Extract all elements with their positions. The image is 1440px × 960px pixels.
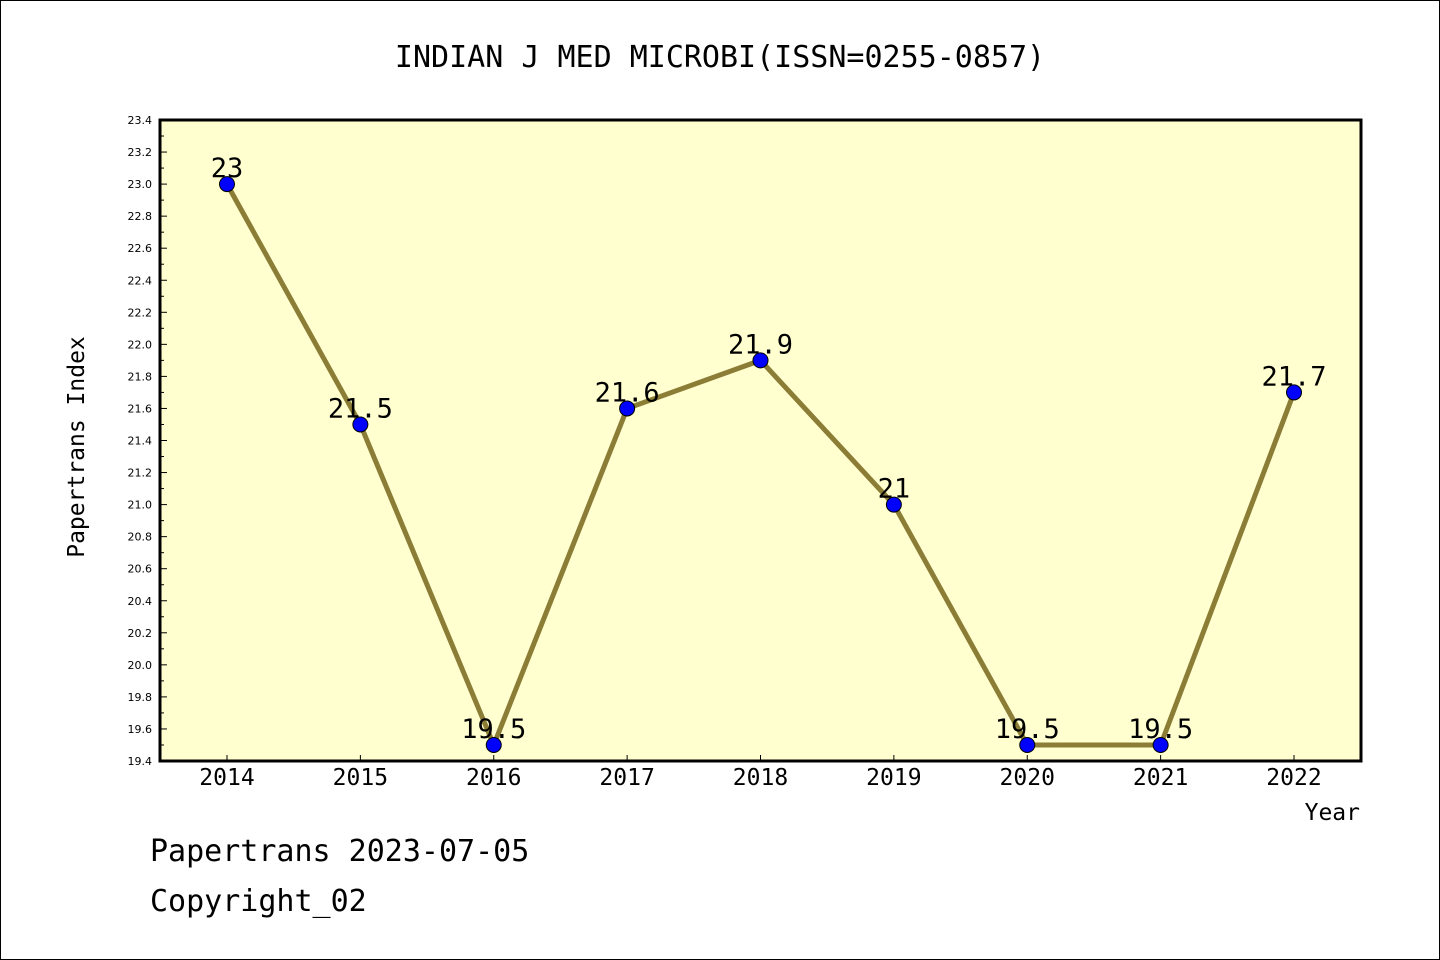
data-label: 19.5 bbox=[461, 714, 526, 745]
x-tick-label: 2021 bbox=[1133, 765, 1188, 791]
x-tick-label: 2014 bbox=[199, 765, 254, 791]
x-tick-label: 2016 bbox=[466, 765, 521, 791]
plot-area bbox=[160, 120, 1361, 761]
x-tick-label: 2022 bbox=[1266, 765, 1321, 791]
data-point bbox=[352, 416, 369, 433]
y-tick-label: 22.4 bbox=[128, 274, 153, 287]
y-tick-label: 21.2 bbox=[128, 467, 153, 480]
y-tick-label: 21.6 bbox=[128, 402, 153, 415]
data-point bbox=[485, 736, 502, 753]
data-label: 21 bbox=[878, 474, 911, 505]
data-point bbox=[1286, 384, 1302, 401]
y-axis-label: Papertrans Index bbox=[64, 336, 90, 558]
data-point bbox=[885, 496, 902, 513]
y-tick-label: 22.8 bbox=[128, 210, 153, 223]
plot-border bbox=[158, 118, 1363, 763]
y-tick-label: 19.8 bbox=[128, 691, 153, 704]
y-tick-label: 20.8 bbox=[128, 531, 153, 544]
data-point bbox=[752, 352, 769, 369]
x-tick-label: 2020 bbox=[1000, 765, 1055, 791]
data-label: 23 bbox=[211, 153, 244, 184]
data-label: 21.5 bbox=[328, 393, 393, 424]
data-label: 21.6 bbox=[595, 377, 660, 408]
footer-date: Papertrans 2023-07-05 bbox=[150, 834, 530, 869]
y-tick-label: 23.0 bbox=[128, 178, 153, 191]
x-tick-label: 2019 bbox=[866, 765, 921, 791]
chart-title: INDIAN J MED MICROBI(ISSN=0255-0857) bbox=[395, 40, 1045, 75]
y-tick-label: 20.4 bbox=[128, 595, 153, 608]
y-tick-label: 21.8 bbox=[128, 370, 153, 383]
data-label: 21.7 bbox=[1261, 361, 1326, 392]
y-tick-label: 20.2 bbox=[128, 627, 153, 640]
data-label: 21.9 bbox=[728, 329, 793, 360]
data-point bbox=[619, 400, 636, 417]
x-axis-label: Year bbox=[1305, 800, 1360, 826]
y-tick-label: 22.2 bbox=[128, 306, 153, 319]
x-axis: 2014 2015 2016 2017 2018 2019 2020 2021 2022 bbox=[199, 755, 1322, 791]
series-layer: 23 21.5 19.5 21.6 21.9 21 19.5 19.5 21.7 bbox=[211, 153, 1327, 753]
x-tick-label: 2018 bbox=[733, 765, 788, 791]
data-point bbox=[219, 176, 235, 193]
y-tick-label: 23.4 bbox=[128, 114, 153, 127]
data-point bbox=[1019, 736, 1036, 753]
data-point bbox=[1152, 736, 1169, 753]
y-tick-label: 21.4 bbox=[128, 435, 153, 448]
data-label: 19.5 bbox=[1128, 714, 1193, 745]
x-tick-label: 2017 bbox=[599, 765, 654, 791]
y-tick-label: 19.4 bbox=[128, 755, 153, 768]
footer-copyright: Copyright_02 bbox=[150, 884, 367, 919]
y-tick-label: 19.6 bbox=[128, 723, 153, 736]
y-tick-label: 20.0 bbox=[128, 659, 153, 672]
data-label: 19.5 bbox=[995, 714, 1060, 745]
y-tick-label: 22.0 bbox=[128, 338, 153, 351]
y-tick-label: 21.0 bbox=[128, 499, 153, 512]
y-tick-label: 22.6 bbox=[128, 242, 153, 255]
y-tick-label: 23.2 bbox=[128, 146, 153, 159]
y-tick-label: 20.6 bbox=[128, 563, 153, 576]
x-tick-label: 2015 bbox=[333, 765, 388, 791]
